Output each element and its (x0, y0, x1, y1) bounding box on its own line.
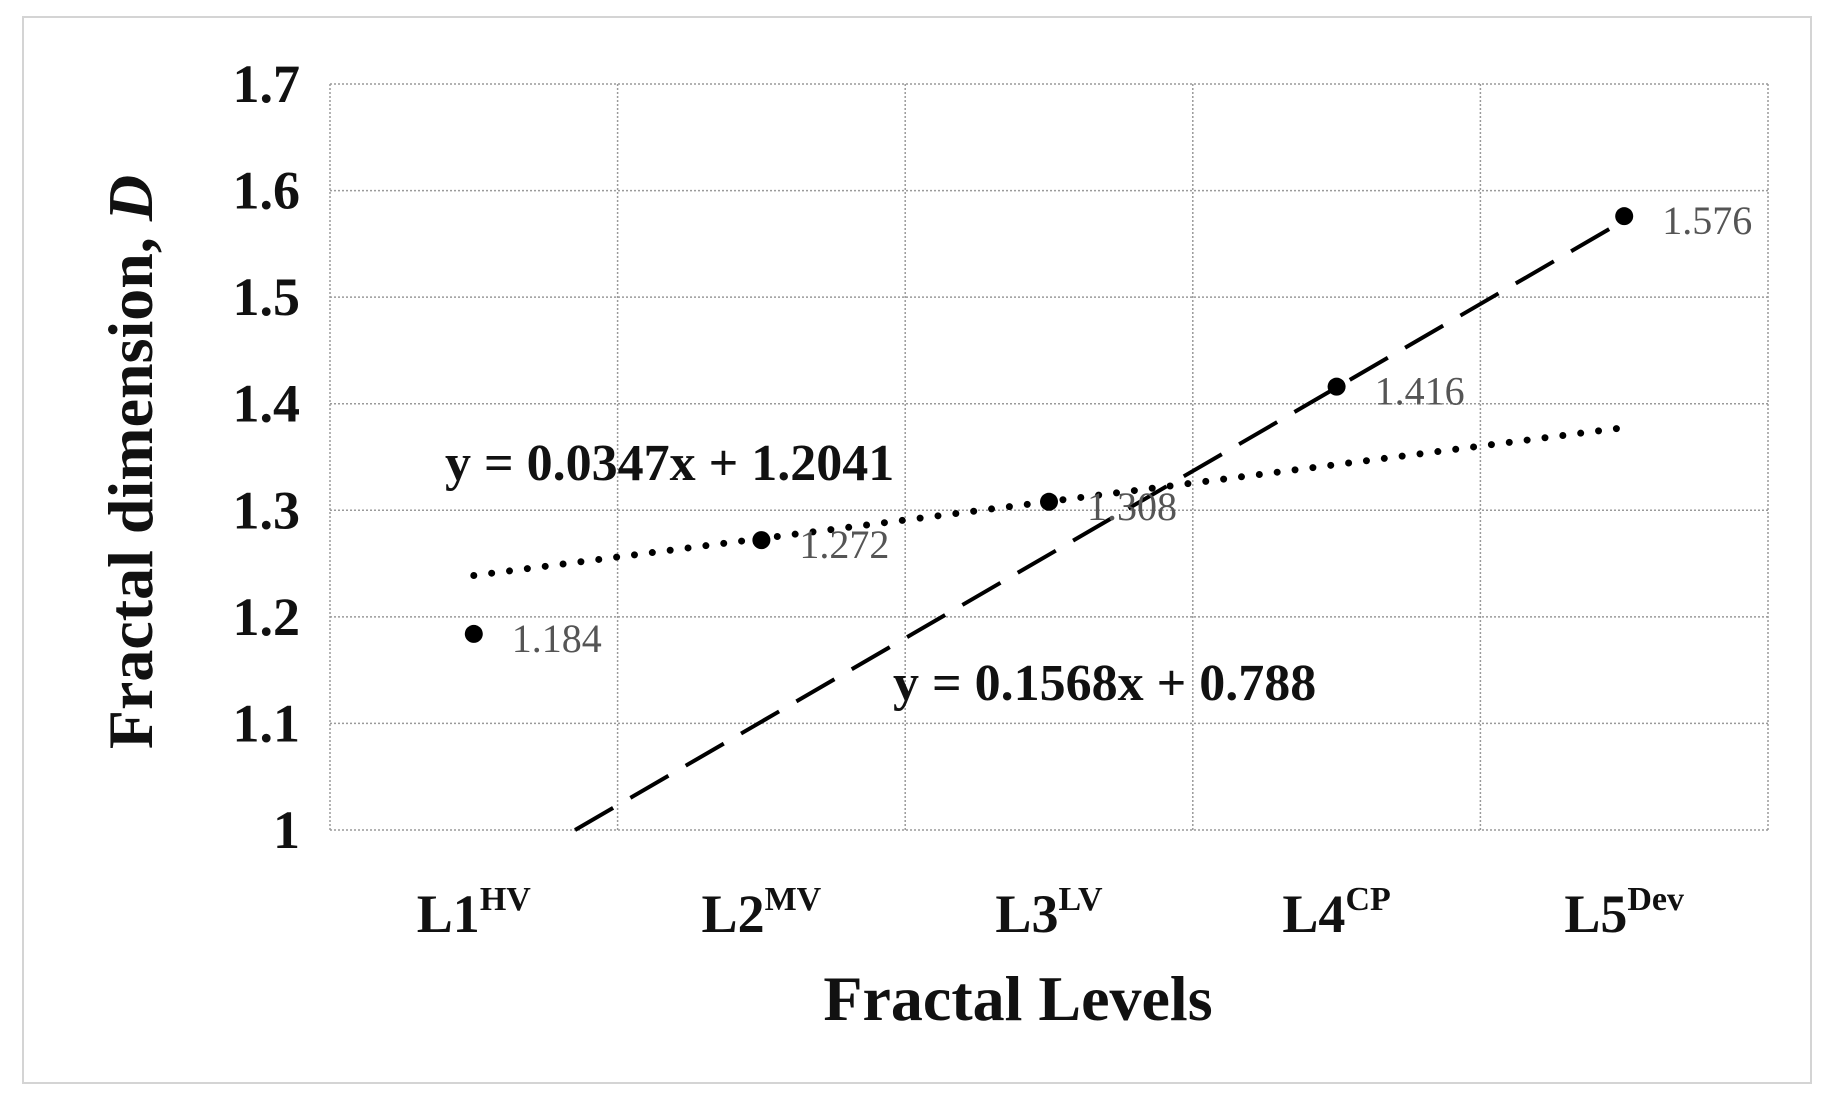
y-tick-label: 1.6 (233, 161, 301, 221)
y-axis-title-text: Fractal dimension, (95, 221, 166, 749)
x-tick-label: L4CP (1282, 881, 1390, 944)
x-tick-sup: Dev (1627, 881, 1684, 918)
y-tick-label: 1.3 (233, 480, 301, 540)
x-tick-label: L3LV (995, 881, 1103, 944)
x-axis-title: Fractal Levels (823, 963, 1212, 1034)
dashed-trendline (574, 218, 1626, 832)
x-tick-base: L4 (1282, 884, 1345, 944)
x-tick-base: L2 (702, 884, 765, 944)
grid (329, 83, 1769, 831)
x-tick-sup: HV (480, 881, 531, 918)
x-tick-base: L1 (417, 884, 480, 944)
dotted-trend-equation: y = 0.0347x + 1.2041 (445, 435, 894, 492)
y-tick-label: 1.5 (233, 267, 301, 327)
data-label: 1.272 (799, 522, 889, 567)
data-label: 1.184 (512, 616, 602, 661)
data-point (1327, 377, 1346, 396)
x-tick-labels: L1HV L2MV L3LV L4CP L5Dev (417, 881, 1684, 944)
y-axis-title-symbol: D (95, 175, 166, 222)
data-point (752, 531, 771, 550)
data-label: 1.308 (1087, 484, 1177, 529)
y-tick-label: 1.7 (233, 54, 301, 114)
x-tick-sup: CP (1345, 881, 1390, 918)
x-tick-base: L5 (1564, 884, 1627, 944)
trendlines (470, 218, 1628, 832)
y-tick-label: 1.1 (233, 693, 301, 753)
y-tick-label: 1 (273, 800, 300, 860)
data-point (1040, 492, 1058, 511)
data-point (464, 624, 483, 643)
data-label: 1.576 (1662, 198, 1752, 243)
y-axis-title: Fractal dimension, D (95, 175, 166, 749)
x-tick-label: L1HV (417, 881, 531, 944)
x-tick-label: L2MV (702, 881, 822, 944)
data-labels: 1.184 1.272 1.308 1.416 1.576 (512, 198, 1752, 661)
y-tick-label: 1.2 (233, 587, 301, 647)
data-label: 1.416 (1375, 369, 1465, 414)
data-points (464, 207, 1634, 643)
y-tick-labels: 1 1.1 1.2 1.3 1.4 1.5 1.6 1.7 (233, 54, 301, 860)
dashed-trend-equation: y = 0.1568x + 0.788 (893, 655, 1316, 712)
chart-frame (22, 16, 1812, 1084)
data-point (1615, 207, 1634, 226)
y-tick-label: 1.4 (233, 374, 301, 434)
x-tick-sup: LV (1058, 881, 1103, 918)
x-tick-sup: MV (765, 881, 822, 918)
x-tick-label: L5Dev (1564, 881, 1684, 944)
x-tick-base: L3 (995, 884, 1058, 944)
